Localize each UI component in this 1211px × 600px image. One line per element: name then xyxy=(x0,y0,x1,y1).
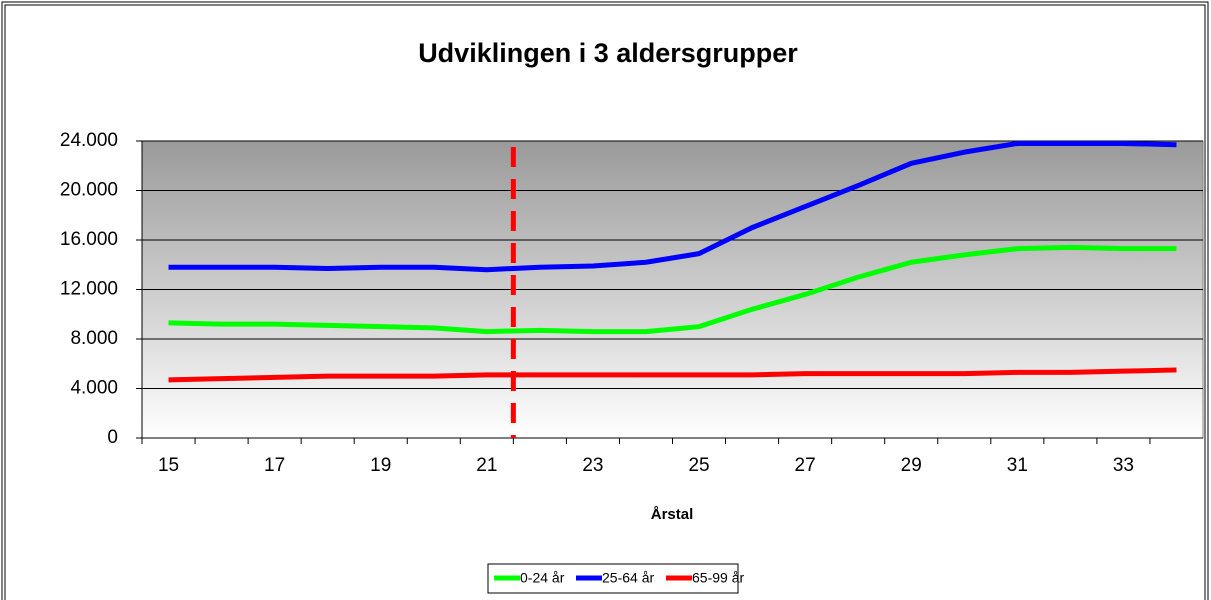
y-tick-label: 8.000 xyxy=(70,328,118,349)
x-tick-label: 25 xyxy=(688,455,709,476)
legend xyxy=(487,563,739,594)
y-tick-label: 24.000 xyxy=(60,130,118,151)
x-tick-label: 27 xyxy=(795,455,816,476)
series-line xyxy=(168,244,1177,335)
x-tick-label: 19 xyxy=(370,455,391,476)
x-tick-label: 29 xyxy=(901,455,922,476)
legend-label: 0-24 år xyxy=(520,570,565,586)
series-line xyxy=(168,140,1177,273)
x-axis-label: Årstal xyxy=(651,506,694,523)
legend-label: 25-64 år xyxy=(602,570,654,586)
x-tick-label: 33 xyxy=(1113,455,1134,476)
frame-inner xyxy=(4,4,1206,600)
x-tick-label: 17 xyxy=(264,455,285,476)
x-tick-label: 21 xyxy=(476,455,497,476)
x-tick-label: 23 xyxy=(582,455,603,476)
y-tick-label: 4.000 xyxy=(70,378,118,399)
x-tick-label: 31 xyxy=(1007,455,1028,476)
series-line xyxy=(168,367,1177,383)
legend-label: 65-99 år xyxy=(692,570,744,586)
x-tick-label: 15 xyxy=(158,455,179,476)
y-tick-label: 0 xyxy=(107,427,118,448)
y-tick-label: 12.000 xyxy=(60,279,118,300)
y-tick-label: 16.000 xyxy=(60,229,118,250)
chart-title: Udviklingen i 3 aldersgrupper xyxy=(418,38,798,68)
y-tick-label: 20.000 xyxy=(60,180,118,201)
